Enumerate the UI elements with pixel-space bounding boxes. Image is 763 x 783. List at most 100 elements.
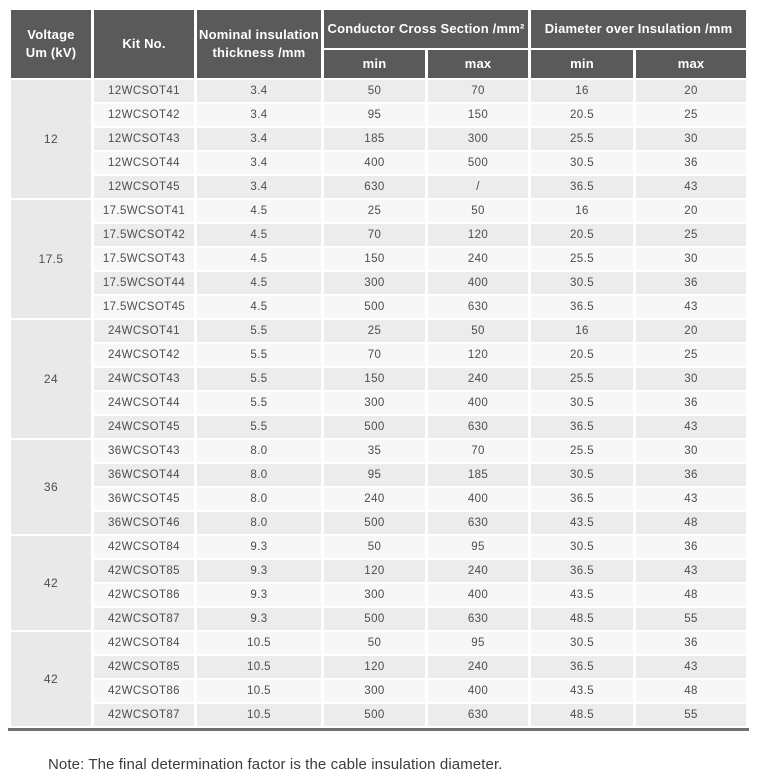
header-row-minmax: min max min max xyxy=(11,50,747,78)
diameter-min-cell: 25.5 xyxy=(531,128,634,150)
cross-section-max-cell: 150 xyxy=(428,104,529,126)
table-row: 24 24WCSOT41 5.5 25 50 16 20 xyxy=(11,320,747,438)
cross-section-max-cell: 400 xyxy=(428,680,529,702)
cross-section-max-cell: 240 xyxy=(428,368,529,390)
thickness-cell: 5.5 xyxy=(197,368,321,390)
cross-section-min-cell: 25 xyxy=(324,200,425,222)
cross-section-max-cell: 400 xyxy=(428,584,529,606)
kit-no-cell: 24WCSOT44 xyxy=(94,392,194,414)
thickness-cell: 10.5 xyxy=(197,632,321,654)
table-row: 17.5WCSOT42 4.5 70 120 20.5 25 xyxy=(11,224,747,246)
diameter-over-insulation-group-header: Diameter over Insulation /mm xyxy=(531,10,747,48)
cross-section-min-cell: 500 xyxy=(324,704,425,726)
cross-section-max-cell: 630 xyxy=(428,416,529,438)
spec-table-wrapper: Voltage Um (kV) Kit No. Nominal insulati… xyxy=(8,8,750,731)
cross-section-min-cell: 25 xyxy=(324,320,425,342)
cross-section-min-cell: 185 xyxy=(324,128,425,150)
header-row-groups: Voltage Um (kV) Kit No. Nominal insulati… xyxy=(11,10,747,78)
kit-no-cell: 17.5WCSOT45 xyxy=(94,296,194,318)
cross-section-max-cell: 120 xyxy=(428,224,529,246)
diameter-min-cell: 30.5 xyxy=(531,632,634,654)
cross-section-min-cell: 400 xyxy=(324,152,425,174)
cross-section-max-cell: 185 xyxy=(428,464,529,486)
kit-no-cell: 17.5WCSOT44 xyxy=(94,272,194,294)
diameter-min-cell: 30.5 xyxy=(531,536,634,558)
thickness-cell: 5.5 xyxy=(197,320,321,342)
diameter-max-cell: 25 xyxy=(636,224,747,246)
table-row: 17.5WCSOT43 4.5 150 240 25.5 30 xyxy=(11,248,747,270)
thickness-cell: 5.5 xyxy=(197,392,321,414)
cross-section-max-cell: 70 xyxy=(428,440,529,462)
diameter-min-cell: 25.5 xyxy=(531,368,634,390)
diameter-min-cell: 30.5 xyxy=(531,272,634,294)
diameter-max-cell: 30 xyxy=(636,368,747,390)
voltage-header-line2: Um (kV) xyxy=(25,45,77,60)
kit-no-cell: 36WCSOT44 xyxy=(94,464,194,486)
thickness-cell: 5.5 xyxy=(197,416,321,438)
table-row: 42WCSOT87 10.5 500 630 48.5 55 xyxy=(11,704,747,726)
diameter-min-cell: 36.5 xyxy=(531,416,634,438)
kit-no-cell: 24WCSOT43 xyxy=(94,368,194,390)
kit-no-cell: 24WCSOT42 xyxy=(94,344,194,366)
thickness-cell: 3.4 xyxy=(197,104,321,126)
diameter-max-cell: 55 xyxy=(636,608,747,630)
table-body: 12 12WCSOT41 3.4 50 70 16 20 12WCSOT42 3.4 95 150 2… xyxy=(11,80,747,726)
voltage-group-cell: 42 xyxy=(11,632,91,726)
cross-section-min-cell: 120 xyxy=(324,560,425,582)
cross-section-max-cell: 630 xyxy=(428,512,529,534)
thickness-cell: 4.5 xyxy=(197,200,321,222)
diameter-min-cell: 25.5 xyxy=(531,248,634,270)
table-row: 24WCSOT42 5.5 70 120 20.5 25 xyxy=(11,344,747,366)
cross-section-min-cell: 300 xyxy=(324,584,425,606)
cable-kit-spec-table: Voltage Um (kV) Kit No. Nominal insulati… xyxy=(8,8,749,728)
thickness-cell: 8.0 xyxy=(197,488,321,510)
kit-no-cell: 42WCSOT84 xyxy=(94,632,194,654)
diameter-max-cell: 30 xyxy=(636,440,747,462)
cross-section-min-cell: 300 xyxy=(324,680,425,702)
kit-no-cell: 42WCSOT85 xyxy=(94,656,194,678)
cross-section-max-cell: 70 xyxy=(428,80,529,102)
diameter-max-cell: 43 xyxy=(636,416,747,438)
diameter-max-cell: 36 xyxy=(636,464,747,486)
cross-section-max-cell: 95 xyxy=(428,632,529,654)
cross-section-max-cell: 400 xyxy=(428,488,529,510)
table-row: 24WCSOT45 5.5 500 630 36.5 43 xyxy=(11,416,747,438)
kit-no-cell: 24WCSOT41 xyxy=(94,320,194,342)
thickness-cell: 3.4 xyxy=(197,80,321,102)
diameter-max-cell: 25 xyxy=(636,344,747,366)
cross-section-max-cell: 120 xyxy=(428,344,529,366)
table-row: 42 42WCSOT84 9.3 50 95 30.5 36 xyxy=(11,536,747,630)
diameter-max-cell: 43 xyxy=(636,560,747,582)
diameter-min-cell: 20.5 xyxy=(531,344,634,366)
voltage-group-cell: 42 xyxy=(11,536,91,630)
cross-section-max-cell: 400 xyxy=(428,272,529,294)
table-row: 17.5WCSOT45 4.5 500 630 36.5 43 xyxy=(11,296,747,318)
cross-section-max-cell: 630 xyxy=(428,608,529,630)
thickness-cell: 3.4 xyxy=(197,176,321,198)
cross-section-min-cell: 50 xyxy=(324,632,425,654)
cross-section-min-cell: 150 xyxy=(324,248,425,270)
diameter-min-cell: 43.5 xyxy=(531,680,634,702)
voltage-column-header: Voltage Um (kV) xyxy=(11,10,91,78)
diameter-min-cell: 48.5 xyxy=(531,608,634,630)
cross-section-min-cell: 500 xyxy=(324,416,425,438)
diameter-max-cell: 20 xyxy=(636,80,747,102)
diameter-min-cell: 43.5 xyxy=(531,584,634,606)
cross-section-min-cell: 300 xyxy=(324,392,425,414)
table-row: 17.5WCSOT44 4.5 300 400 30.5 36 xyxy=(11,272,747,294)
kit-no-cell: 36WCSOT46 xyxy=(94,512,194,534)
cross-section-min-cell: 35 xyxy=(324,440,425,462)
diameter-min-cell: 30.5 xyxy=(531,464,634,486)
cross-section-max-cell: 240 xyxy=(428,248,529,270)
cross-section-max-cell: 95 xyxy=(428,536,529,558)
diameter-max-cell: 36 xyxy=(636,632,747,654)
thickness-cell: 3.4 xyxy=(197,152,321,174)
diameter-min-cell: 30.5 xyxy=(531,152,634,174)
nominal-thickness-column-header: Nominal insulation thickness /mm xyxy=(197,10,321,78)
kit-no-cell: 12WCSOT44 xyxy=(94,152,194,174)
thickness-cell: 3.4 xyxy=(197,128,321,150)
table-row: 24WCSOT44 5.5 300 400 30.5 36 xyxy=(11,392,747,414)
table-row: 12WCSOT43 3.4 185 300 25.5 30 xyxy=(11,128,747,150)
diameter-min-cell: 36.5 xyxy=(531,296,634,318)
